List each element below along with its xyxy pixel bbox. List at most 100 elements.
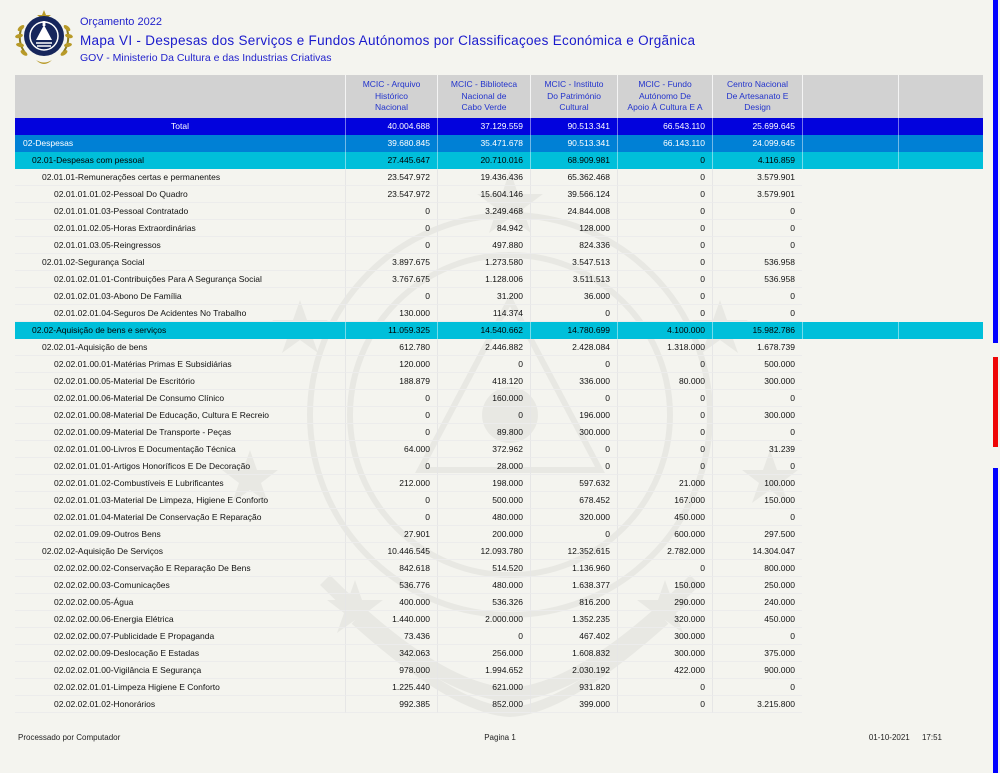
row-label: 02.01.01.01.02-Pessoal Do Quadro: [15, 186, 345, 203]
cell-value: 816.200: [530, 594, 617, 611]
cell-value: 621.000: [437, 679, 530, 696]
row-label: 02.02-Aquisição de bens e serviços: [32, 325, 167, 335]
empty-cell: [802, 271, 898, 288]
empty-cell: [898, 271, 983, 288]
cell-value: 1.678.739: [712, 339, 802, 356]
row-label: 02.02.01.00.05-Material De Escritório: [15, 373, 345, 390]
empty-cell: [898, 696, 983, 713]
footer-datetime: 01-10-2021 17:51: [859, 733, 942, 742]
cell-value: 320.000: [530, 509, 617, 526]
cell-value: 0: [345, 288, 437, 305]
table-header-row: MCIC - Arquivo Histórico Nacional MCIC -…: [15, 75, 983, 118]
table-row: 02.02.01.00.05-Material De Escritório 188…: [15, 373, 983, 390]
cell-value: 36.000: [530, 288, 617, 305]
cell-value: 3.215.800: [712, 696, 802, 713]
table-row: 02.02.02.01.00-Vigilância E Segurança 978…: [15, 662, 983, 679]
cell-value: 150.000: [617, 577, 712, 594]
row-label: 02.02.02.01.02-Honorários: [15, 696, 345, 713]
cell-value: 0: [345, 203, 437, 220]
cell-value: 1.352.235: [530, 611, 617, 628]
cell-value: 372.962: [437, 441, 530, 458]
column-header-fundo-autonomo: MCIC - Fundo Autónomo De Apoio À Cultura…: [617, 75, 712, 118]
scrollbar-segment-blue-top[interactable]: [993, 0, 998, 343]
row-label: 02.02.02.01.01-Limpeza Higiene E Confort…: [15, 679, 345, 696]
table-row: 02.02.01.00.08-Material De Educação, Cul…: [15, 407, 983, 424]
cell-value: 678.452: [530, 492, 617, 509]
cell-value: 1.128.006: [437, 271, 530, 288]
row-label: 02.01.01.01.03-Pessoal Contratado: [15, 203, 345, 220]
row-label: 02.01.01.03.05-Reingressos: [15, 237, 345, 254]
table-row: 02.02.02.01.02-Honorários 992.385 852.000 3…: [15, 696, 983, 713]
scrollbar-segment-blue-bottom[interactable]: [993, 468, 998, 773]
cell-value: 0: [712, 679, 802, 696]
cell-value: 300.000: [712, 373, 802, 390]
cell-value: 0: [345, 509, 437, 526]
cell-value: 1.638.377: [530, 577, 617, 594]
cell-value: 0: [530, 458, 617, 475]
empty-cell: [802, 237, 898, 254]
cell-value: 73.436: [345, 628, 437, 645]
table-row: 02.01.01.01.03-Pessoal Contratado 0 3.249.…: [15, 203, 983, 220]
cell-value: 931.820: [530, 679, 617, 696]
table-row: 02.02.01.09.09-Outros Bens 27.901 200.000 0…: [15, 526, 983, 543]
budget-year-title: Orçamento 2022: [80, 16, 162, 28]
cell-value: 64.000: [345, 441, 437, 458]
cell-value: 0: [712, 237, 802, 254]
cell-value: 0: [530, 390, 617, 407]
empty-cell: [802, 560, 898, 577]
cell-value: 31.239: [712, 441, 802, 458]
table-row: 02.02.01.01.04-Material De Conservação E…: [15, 509, 983, 526]
cell-value: 375.000: [712, 645, 802, 662]
cell-value: 400.000: [345, 594, 437, 611]
cell-value: 467.402: [530, 628, 617, 645]
empty-cell: [802, 288, 898, 305]
cell-value: 300.000: [712, 407, 802, 424]
empty-cell: [898, 424, 983, 441]
cell-value: 0: [530, 441, 617, 458]
cell-value: 0: [712, 509, 802, 526]
empty-column-header: [898, 75, 983, 118]
cell-value: 20.710.016: [437, 152, 530, 169]
empty-cell: [898, 288, 983, 305]
cell-value: 0: [437, 356, 530, 373]
empty-cell: [802, 203, 898, 220]
cell-value: 40.004.688: [345, 118, 437, 135]
empty-cell: [898, 186, 983, 203]
cell-value: 0: [437, 628, 530, 645]
empty-cell: [802, 169, 898, 186]
cell-value: 500.000: [437, 492, 530, 509]
cell-value: 0: [617, 441, 712, 458]
cell-value: 0: [617, 203, 712, 220]
column-header-instituto-patrimonio: MCIC - Instituto Do Património Cultural: [530, 75, 617, 118]
empty-cell: [802, 662, 898, 679]
cell-value: 0: [617, 390, 712, 407]
cell-value: 0: [617, 254, 712, 271]
cell-value: 0: [345, 390, 437, 407]
page-title: Mapa VI - Despesas dos Serviços e Fundos…: [80, 33, 696, 48]
table-row: 02.01.01.02.05-Horas Extraordinárias 0 84.…: [15, 220, 983, 237]
row-label: 02.02.02-Aquisição De Serviços: [15, 543, 345, 560]
table-row: 02.02.02.00.06-Energia Elétrica 1.440.000…: [15, 611, 983, 628]
cell-value: 824.336: [530, 237, 617, 254]
cell-value: 597.632: [530, 475, 617, 492]
table-row: 02.02.01.00.06-Material De Consumo Clíni…: [15, 390, 983, 407]
cell-value: 256.000: [437, 645, 530, 662]
empty-cell: [898, 475, 983, 492]
cell-value: 0: [712, 288, 802, 305]
table-row: 02.02.01.01.00-Livros E Documentação Téc…: [15, 441, 983, 458]
scrollbar-segment-red[interactable]: [993, 357, 998, 447]
cell-value: 0: [437, 407, 530, 424]
cell-value: 1.318.000: [617, 339, 712, 356]
row-label: 02.02.01.01.01-Artigos Honoríficos E De …: [15, 458, 345, 475]
cell-value: 0: [617, 169, 712, 186]
cell-value: 21.000: [617, 475, 712, 492]
cell-value: 90.513.341: [530, 135, 617, 152]
cell-value: 0: [530, 356, 617, 373]
table-row: 02.02.01.01.03-Material De Limpeza, Higi…: [15, 492, 983, 509]
cell-value: 100.000: [712, 475, 802, 492]
cell-value: 2.782.000: [617, 543, 712, 560]
cell-value: 0: [530, 526, 617, 543]
cell-value: 2.030.192: [530, 662, 617, 679]
cell-value: 536.958: [712, 254, 802, 271]
cell-value: 612.780: [345, 339, 437, 356]
